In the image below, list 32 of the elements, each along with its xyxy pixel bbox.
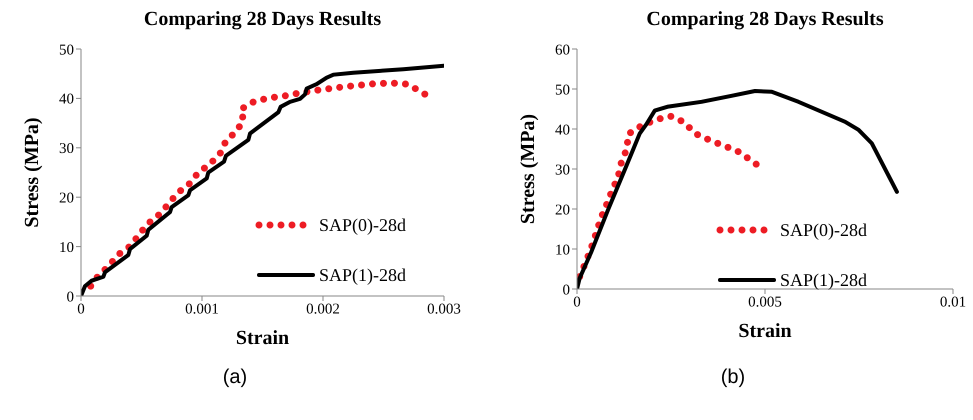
y-tick-label: 0	[562, 282, 570, 298]
y-tick-label: 10	[555, 242, 570, 258]
y-tick-label: 30	[59, 141, 74, 158]
legend-label: SAP(0)-28d	[780, 220, 868, 240]
x-tick-label: 0	[77, 302, 85, 318]
x-tick-label: 0.002	[306, 302, 340, 318]
y-tick-label: 50	[59, 42, 74, 58]
y-tick-label: 40	[59, 92, 74, 108]
line-series	[577, 89, 899, 289]
x-tick-label: 0.003	[427, 302, 461, 318]
y-tick-label: 40	[555, 122, 570, 138]
legend-label: SAP(0)-28d	[319, 214, 406, 236]
x-axis-title: Strain	[738, 320, 792, 342]
x-tick-label: 0.005	[748, 294, 782, 311]
x-tick-label: 0.01	[940, 294, 966, 311]
y-tick-label: 20	[59, 190, 74, 207]
chart-title: Comparing 28 Days Results	[645, 8, 885, 31]
chart-title: Comparing 28 Days Results	[142, 8, 382, 31]
y-tick-label: 50	[555, 82, 570, 98]
text: (a)	[222, 366, 248, 389]
x-tick-label: 0.001	[185, 302, 219, 318]
x-tick-label: 0	[573, 294, 581, 311]
text: (b)	[720, 366, 746, 389]
x-axis-title: Strain	[236, 327, 290, 349]
y-axis-title: Stress (MPa)	[21, 117, 44, 228]
y-tick-label: 30	[555, 162, 570, 178]
y-tick-label: 60	[555, 42, 570, 58]
legend-label: SAP(1)-28d	[319, 264, 406, 286]
y-tick-label: 20	[555, 202, 570, 218]
y-tick-label: 10	[59, 240, 74, 256]
legend-label: SAP(1)-28d	[780, 270, 868, 290]
y-axis-title: Stress (MPa)	[517, 114, 540, 224]
